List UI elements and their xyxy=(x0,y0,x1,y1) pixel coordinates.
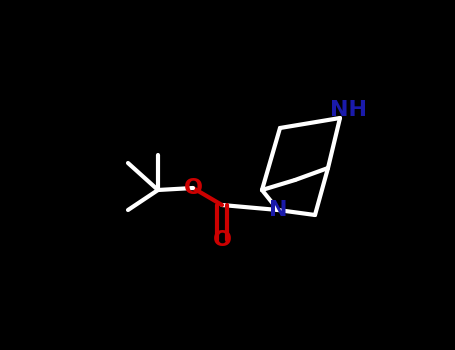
Text: O: O xyxy=(212,230,232,250)
Text: O: O xyxy=(183,178,202,198)
Text: N: N xyxy=(269,200,287,220)
Text: NH: NH xyxy=(329,100,366,120)
